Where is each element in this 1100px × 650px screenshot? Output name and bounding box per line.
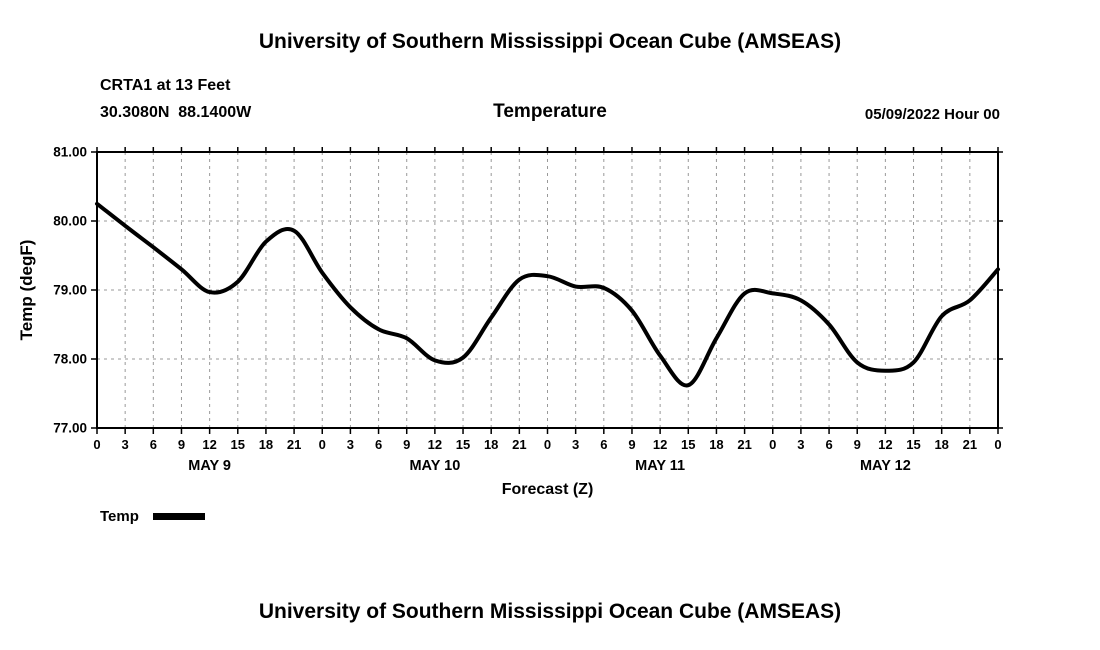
day-labels: MAY 9 MAY 10 MAY 11 MAY 12 bbox=[188, 458, 911, 474]
svg-text:MAY 9: MAY 9 bbox=[188, 458, 231, 474]
svg-text:MAY 10: MAY 10 bbox=[409, 458, 460, 474]
svg-text:21: 21 bbox=[963, 437, 977, 452]
station-label: CRTA1 at 13 Feet bbox=[100, 77, 231, 94]
series-line-temp bbox=[95, 201, 1000, 388]
svg-text:21: 21 bbox=[287, 437, 301, 452]
svg-text:12: 12 bbox=[878, 437, 892, 452]
svg-text:21: 21 bbox=[737, 437, 751, 452]
svg-text:6: 6 bbox=[150, 437, 157, 452]
page-title-bottom: University of Southern Mississippi Ocean… bbox=[258, 600, 842, 623]
svg-text:18: 18 bbox=[484, 437, 498, 452]
page-title-top: University of Southern Mississippi Ocean… bbox=[258, 30, 842, 53]
svg-text:79.00: 79.00 bbox=[53, 283, 87, 298]
svg-text:12: 12 bbox=[202, 437, 216, 452]
svg-text:18: 18 bbox=[934, 437, 948, 452]
svg-text:80.00: 80.00 bbox=[53, 214, 87, 229]
svg-text:18: 18 bbox=[259, 437, 273, 452]
svg-text:3: 3 bbox=[797, 437, 804, 452]
svg-text:6: 6 bbox=[600, 437, 607, 452]
legend: Temp bbox=[100, 508, 205, 525]
svg-text:77.00: 77.00 bbox=[53, 421, 87, 436]
svg-text:81.00: 81.00 bbox=[53, 145, 87, 160]
svg-text:3: 3 bbox=[347, 437, 354, 452]
svg-text:6: 6 bbox=[825, 437, 832, 452]
legend-label: Temp bbox=[100, 508, 139, 525]
svg-text:0: 0 bbox=[769, 437, 776, 452]
svg-text:9: 9 bbox=[854, 437, 861, 452]
svg-text:0: 0 bbox=[994, 437, 1001, 452]
svg-text:15: 15 bbox=[231, 437, 245, 452]
coordinates-label: 30.3080N 88.1400W bbox=[100, 104, 252, 121]
svg-text:MAY 12: MAY 12 bbox=[860, 458, 911, 474]
legend-line-swatch bbox=[152, 513, 205, 520]
y-axis-title: Temp (degF) bbox=[17, 240, 36, 341]
svg-text:0: 0 bbox=[319, 437, 326, 452]
y-tick-labels: 77.00 78.00 79.00 80.00 81.00 bbox=[53, 145, 87, 436]
svg-text:18: 18 bbox=[709, 437, 723, 452]
svg-text:78.00: 78.00 bbox=[53, 352, 87, 367]
svg-text:9: 9 bbox=[403, 437, 410, 452]
svg-text:12: 12 bbox=[653, 437, 667, 452]
svg-text:3: 3 bbox=[572, 437, 579, 452]
svg-text:0: 0 bbox=[93, 437, 100, 452]
svg-text:0: 0 bbox=[544, 437, 551, 452]
plot-title: Temperature bbox=[493, 101, 607, 122]
svg-text:9: 9 bbox=[178, 437, 185, 452]
svg-text:15: 15 bbox=[456, 437, 470, 452]
run-time-label: 05/09/2022 Hour 00 bbox=[864, 106, 1000, 123]
grid-horizontal bbox=[97, 220, 998, 360]
axis-ticks bbox=[91, 147, 1003, 434]
svg-text:21: 21 bbox=[512, 437, 526, 452]
x-axis-title: Forecast (Z) bbox=[502, 481, 594, 498]
x-tick-labels: 0 3 6 9 12 15 18 21 0 3 6 9 12 15 18 21 0 3 6 9 12 15 18 21 0 3 6 9… bbox=[93, 437, 1001, 452]
svg-text:3: 3 bbox=[122, 437, 129, 452]
svg-text:15: 15 bbox=[906, 437, 920, 452]
svg-text:6: 6 bbox=[375, 437, 382, 452]
svg-text:9: 9 bbox=[628, 437, 635, 452]
svg-text:12: 12 bbox=[428, 437, 442, 452]
svg-text:MAY 11: MAY 11 bbox=[635, 458, 685, 474]
svg-text:15: 15 bbox=[681, 437, 695, 452]
